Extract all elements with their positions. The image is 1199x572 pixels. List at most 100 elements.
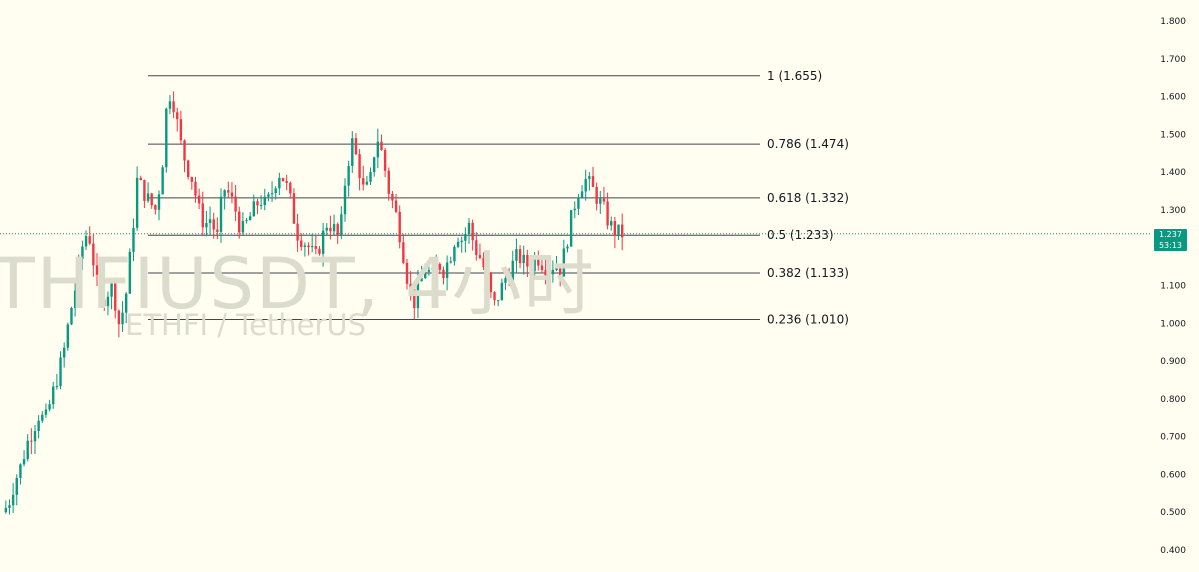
candle-body	[354, 138, 358, 155]
candle-body	[362, 178, 365, 185]
candle-body	[186, 160, 190, 178]
candle-body	[172, 101, 175, 113]
candle-body	[453, 246, 456, 262]
candle-body	[522, 254, 525, 264]
candle-body	[489, 273, 493, 293]
candle-body	[376, 141, 380, 158]
candle-body	[114, 282, 117, 311]
candle-body	[369, 172, 372, 182]
candle-body	[55, 386, 59, 388]
candle-body	[329, 227, 332, 232]
candle-body	[588, 176, 591, 179]
candle-body	[610, 221, 613, 226]
candle-body	[431, 267, 434, 270]
candle-body	[340, 214, 343, 235]
candle-body	[117, 310, 121, 325]
candle-body	[442, 269, 445, 278]
candle-body	[409, 283, 412, 290]
fib-label: 0.382 (1.133)	[767, 266, 849, 280]
candle-body	[383, 150, 387, 171]
candle-body	[208, 219, 212, 224]
fib-label: 0.618 (1.332)	[767, 191, 849, 205]
candle-body	[165, 108, 168, 168]
candle-body	[143, 179, 146, 201]
candle-body	[234, 196, 237, 212]
candle-body	[77, 258, 80, 291]
candle-body	[573, 208, 576, 211]
fib-label: 0.786 (1.474)	[767, 137, 849, 151]
candle-body	[555, 267, 558, 270]
bar-countdown: 53:13	[1158, 241, 1183, 250]
candle-body	[584, 178, 587, 192]
candle-body	[420, 278, 423, 282]
candle-body	[347, 165, 350, 186]
candle-body	[62, 347, 66, 358]
candle-body	[37, 420, 40, 432]
candle-body	[103, 299, 106, 307]
candle-body	[241, 220, 245, 233]
candle-body	[73, 290, 77, 308]
candle-body	[318, 248, 321, 254]
candle-body	[613, 221, 617, 236]
candle-body	[256, 201, 259, 206]
candle-body	[405, 262, 409, 284]
candle-body	[467, 222, 471, 235]
candle-body	[416, 281, 420, 309]
candle-body	[402, 242, 405, 263]
candle-body	[15, 477, 18, 495]
candle-body	[486, 267, 489, 274]
candle-body	[150, 193, 153, 206]
candle-body	[380, 141, 383, 151]
candle-body	[595, 186, 598, 204]
candle-body	[4, 507, 8, 513]
candle-body	[471, 222, 474, 241]
candle-body	[26, 440, 29, 460]
candle-body	[263, 196, 266, 206]
candle-body	[212, 219, 215, 230]
candle-body	[529, 266, 533, 272]
candle-body	[285, 180, 288, 183]
candle-body	[464, 234, 467, 241]
candle-body	[194, 181, 197, 196]
candle-body	[332, 224, 336, 232]
candle-body	[602, 198, 606, 202]
candle-body	[289, 182, 292, 194]
candle-body	[300, 240, 303, 247]
candle-body	[81, 246, 84, 259]
candle-body	[66, 324, 70, 348]
candle-body	[372, 157, 376, 173]
candle-body	[445, 262, 449, 278]
candle-body	[391, 193, 394, 201]
candle-body	[292, 193, 296, 224]
candle-body	[558, 267, 562, 277]
candle-body	[59, 357, 62, 387]
candle-body	[230, 192, 234, 197]
candle-body	[106, 296, 110, 307]
candle-body	[427, 269, 431, 272]
candle-body	[223, 190, 226, 197]
candle-body	[321, 230, 325, 254]
candle-body	[252, 201, 256, 217]
candle-body	[267, 194, 270, 197]
candle-body	[438, 263, 442, 270]
candle-body	[518, 249, 522, 264]
candle-body	[179, 119, 183, 141]
candle-body	[161, 167, 164, 195]
candle-body	[620, 224, 624, 238]
candle-body	[135, 177, 139, 228]
candle-body	[146, 193, 150, 201]
candle-body	[22, 459, 26, 465]
candle-body	[577, 197, 580, 209]
candle-body	[507, 278, 511, 281]
candle-body	[157, 194, 161, 210]
candle-body	[44, 409, 48, 415]
candle-body	[562, 248, 566, 277]
candle-body	[540, 265, 544, 271]
candle-body	[41, 414, 44, 421]
candle-body	[496, 300, 500, 302]
candle-body	[168, 101, 172, 109]
candle-body	[296, 223, 299, 241]
candle-body	[124, 293, 128, 313]
candle-body	[227, 190, 230, 193]
